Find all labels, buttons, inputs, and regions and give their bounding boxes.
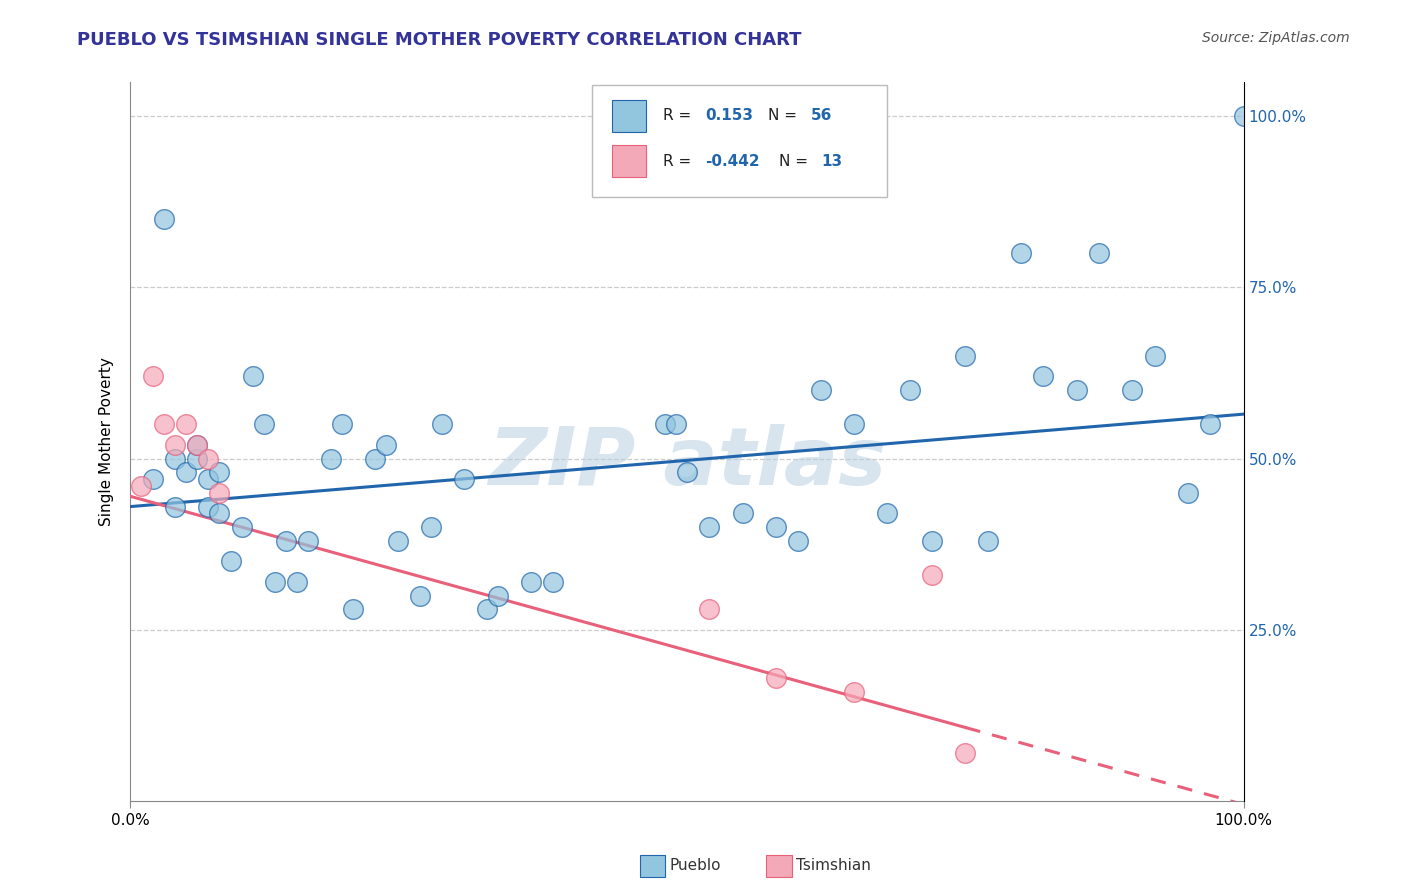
Point	[765, 520, 787, 534]
Point	[186, 438, 208, 452]
Point	[665, 417, 688, 432]
Point	[264, 574, 287, 589]
Point	[486, 589, 509, 603]
Point	[208, 486, 231, 500]
Point	[787, 533, 810, 548]
Point	[242, 369, 264, 384]
Point	[543, 574, 565, 589]
Point	[276, 533, 298, 548]
Point	[520, 574, 543, 589]
Point	[409, 589, 432, 603]
Point	[1177, 486, 1199, 500]
Point	[364, 451, 387, 466]
Point	[197, 500, 219, 514]
Text: Pueblo: Pueblo	[669, 858, 721, 872]
Point	[163, 451, 186, 466]
FancyBboxPatch shape	[592, 86, 887, 197]
Point	[697, 520, 720, 534]
Point	[1088, 246, 1111, 260]
Point	[676, 466, 699, 480]
Point	[219, 554, 242, 568]
Text: ZIP atlas: ZIP atlas	[488, 424, 886, 502]
Point	[285, 574, 308, 589]
Text: 56: 56	[811, 108, 832, 123]
Point	[197, 451, 219, 466]
Point	[174, 466, 197, 480]
Point	[152, 417, 174, 432]
Point	[186, 451, 208, 466]
Point	[375, 438, 398, 452]
Point	[330, 417, 353, 432]
Point	[731, 507, 754, 521]
Point	[876, 507, 898, 521]
Point	[163, 500, 186, 514]
Point	[921, 568, 943, 582]
Text: Source: ZipAtlas.com: Source: ZipAtlas.com	[1202, 31, 1350, 45]
Point	[453, 472, 475, 486]
Y-axis label: Single Mother Poverty: Single Mother Poverty	[100, 357, 114, 526]
Point	[174, 417, 197, 432]
Point	[163, 438, 186, 452]
Point	[697, 602, 720, 616]
Text: N =: N =	[779, 153, 813, 169]
Point	[1121, 383, 1143, 397]
Point	[430, 417, 453, 432]
Point	[297, 533, 319, 548]
Text: 13: 13	[821, 153, 844, 169]
Point	[253, 417, 276, 432]
Point	[898, 383, 921, 397]
Point	[142, 369, 165, 384]
Point	[654, 417, 676, 432]
Point	[1143, 349, 1166, 363]
Point	[842, 417, 865, 432]
Point	[955, 349, 977, 363]
Point	[152, 211, 174, 226]
Point	[142, 472, 165, 486]
Text: R =: R =	[662, 153, 696, 169]
Point	[475, 602, 498, 616]
Point	[231, 520, 253, 534]
Point	[1199, 417, 1222, 432]
Text: R =: R =	[662, 108, 696, 123]
Point	[1066, 383, 1088, 397]
Point	[186, 438, 208, 452]
Text: PUEBLO VS TSIMSHIAN SINGLE MOTHER POVERTY CORRELATION CHART: PUEBLO VS TSIMSHIAN SINGLE MOTHER POVERT…	[77, 31, 801, 49]
Point	[765, 671, 787, 685]
Point	[208, 466, 231, 480]
Text: Tsimshian: Tsimshian	[796, 858, 870, 872]
Text: -0.442: -0.442	[704, 153, 759, 169]
Point	[131, 479, 153, 493]
Point	[342, 602, 364, 616]
Point	[1010, 246, 1032, 260]
Point	[955, 746, 977, 760]
Point	[921, 533, 943, 548]
Bar	[613, 100, 645, 132]
Point	[1233, 109, 1256, 123]
Text: 0.153: 0.153	[704, 108, 752, 123]
Point	[810, 383, 832, 397]
Bar	[613, 145, 645, 178]
Point	[319, 451, 342, 466]
Text: N =: N =	[768, 108, 803, 123]
Point	[197, 472, 219, 486]
Point	[420, 520, 443, 534]
Point	[842, 684, 865, 698]
Point	[387, 533, 409, 548]
Point	[208, 507, 231, 521]
Point	[1032, 369, 1054, 384]
Point	[976, 533, 998, 548]
